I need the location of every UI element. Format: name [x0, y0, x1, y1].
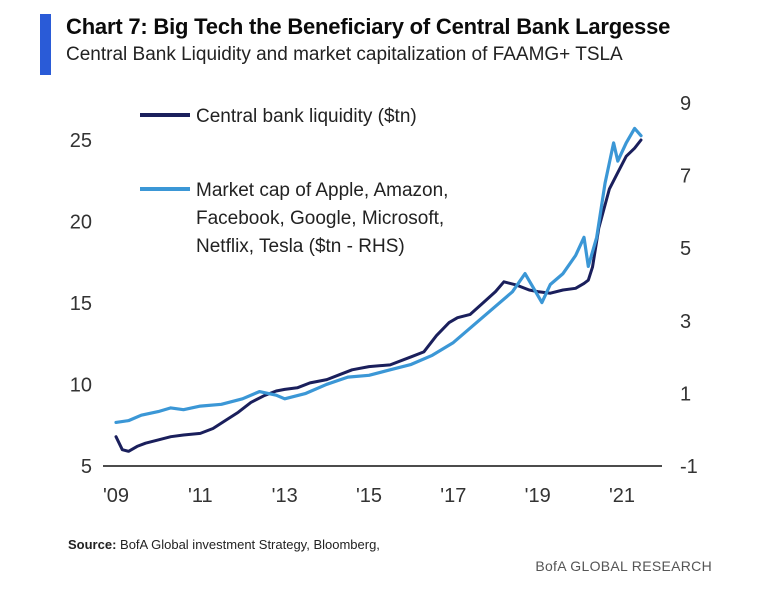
right-y-tick-label: 3 — [680, 311, 691, 333]
x-tick-label: '13 — [272, 485, 298, 507]
x-tick-label: '21 — [609, 485, 635, 507]
legend-label-market-cap-1: Market cap of Apple, Amazon, — [196, 180, 448, 201]
source-note: Source: BofA Global investment Strategy,… — [68, 537, 380, 552]
source-text: BofA Global investment Strategy, Bloombe… — [120, 537, 380, 552]
left-y-tick-label: 15 — [70, 293, 92, 315]
x-tick-label: '17 — [440, 485, 466, 507]
x-axis: '09 '11 '13 '15 '17 '19 '21 — [103, 485, 635, 507]
right-y-tick-label: -1 — [680, 456, 698, 478]
right-y-tick-label: 7 — [680, 166, 691, 188]
legend-label-market-cap-3: Netflix, Tesla ($tn - RHS) — [196, 236, 405, 257]
brand-label: BofA GLOBAL RESEARCH — [535, 558, 712, 574]
x-tick-label: '09 — [103, 485, 129, 507]
left-y-tick-label: 25 — [70, 130, 92, 152]
x-tick-label: '15 — [356, 485, 382, 507]
left-y-tick-label: 10 — [70, 375, 92, 397]
source-label: Source: — [68, 537, 117, 552]
right-y-tick-label: 1 — [680, 383, 691, 405]
x-tick-label: '11 — [188, 485, 213, 507]
page-title: Chart 7: Big Tech the Beneficiary of Cen… — [66, 14, 671, 39]
left-y-tick-label: 20 — [70, 212, 92, 234]
right-y-axis: -1 1 3 5 7 9 — [680, 93, 698, 478]
series-line-market-cap — [114, 126, 643, 424]
left-y-axis: 5 10 15 20 25 — [70, 130, 92, 478]
series-layer — [114, 126, 643, 453]
page-subtitle: Central Bank Liquidity and market capita… — [66, 44, 623, 65]
title-accent-bar — [40, 14, 51, 75]
left-y-tick-label: 5 — [81, 456, 92, 478]
series-line-central-bank-liquidity — [114, 138, 643, 453]
legend: Central bank liquidity ($tn) Market cap … — [140, 106, 448, 257]
legend-label-market-cap-2: Facebook, Google, Microsoft, — [196, 208, 444, 229]
x-tick-label: '19 — [525, 485, 551, 507]
legend-label-liquidity: Central bank liquidity ($tn) — [196, 106, 417, 127]
right-y-tick-label: 5 — [680, 238, 691, 260]
right-y-tick-label: 9 — [680, 93, 691, 115]
